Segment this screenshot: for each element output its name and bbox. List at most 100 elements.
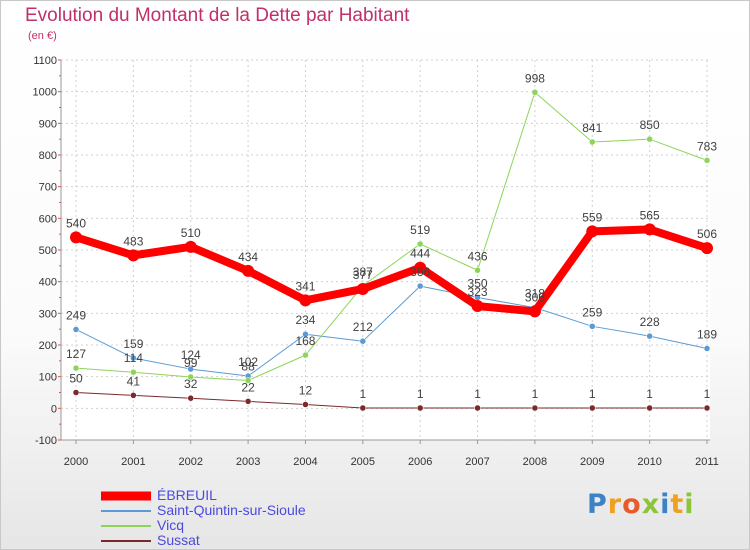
- logo-letter: o: [622, 489, 642, 520]
- x-tick-label: 2011: [695, 456, 719, 468]
- data-point: [589, 323, 596, 330]
- logo-letter: x: [641, 489, 661, 520]
- y-tick-label: 900: [39, 118, 57, 130]
- data-label: 519: [410, 223, 430, 237]
- data-point: [414, 261, 427, 274]
- data-point: [187, 365, 194, 373]
- data-label: 483: [123, 234, 143, 248]
- data-label: 32: [184, 377, 198, 391]
- y-tick-label: 400: [39, 277, 57, 289]
- data-point: [528, 305, 541, 318]
- data-point: [184, 240, 197, 253]
- data-label: 1: [532, 387, 539, 401]
- data-point: [531, 89, 539, 96]
- logo-letter: t: [670, 489, 685, 520]
- y-tick-label: 800: [39, 150, 57, 162]
- series-sussat: [72, 389, 711, 412]
- data-label: 510: [181, 226, 201, 240]
- data-label: 1: [474, 387, 481, 401]
- data-point: [130, 392, 137, 399]
- data-point: [244, 377, 252, 384]
- data-point: [474, 404, 481, 412]
- data-label: 434: [238, 250, 258, 264]
- data-point: [531, 404, 539, 412]
- legend-label: Sussat: [157, 532, 200, 548]
- data-point: [474, 267, 481, 274]
- data-point: [703, 404, 711, 412]
- data-label: 559: [582, 210, 602, 224]
- data-point: [416, 404, 424, 412]
- x-tick-label: 2010: [637, 456, 661, 468]
- data-label: 12: [299, 384, 313, 398]
- logo-letter: P: [587, 489, 608, 520]
- legend: ÉBREUIL Saint-Quintin-sur-Sioule Vicq Sussa…: [101, 488, 361, 548]
- data-label: 50: [69, 372, 83, 386]
- data-point: [416, 282, 424, 290]
- chart-subtitle: (en €): [28, 30, 57, 42]
- data-point: [643, 223, 656, 236]
- y-tick-label: 600: [39, 213, 57, 225]
- legend-swatch: [101, 509, 151, 512]
- data-label: 540: [66, 216, 86, 230]
- data-label: 841: [582, 121, 602, 135]
- data-label: 124: [181, 348, 201, 362]
- data-label: 377: [353, 268, 373, 282]
- data-point: [242, 264, 255, 277]
- data-label: 189: [697, 327, 717, 341]
- data-label: 1: [359, 387, 366, 401]
- x-tick-label: 2005: [351, 456, 375, 468]
- data-label: 1: [646, 387, 653, 401]
- data-point: [302, 330, 309, 338]
- data-label: 41: [127, 374, 141, 388]
- data-label: 350: [468, 277, 488, 291]
- series-line: [75, 285, 708, 377]
- data-point: [646, 332, 653, 340]
- data-label: 306: [525, 290, 545, 304]
- data-point: [130, 354, 137, 362]
- data-label: 998: [525, 71, 545, 85]
- series-line: [72, 225, 711, 316]
- x-tick-label: 2001: [121, 456, 145, 468]
- legend-label: Vicq: [157, 517, 184, 533]
- data-label: 386: [410, 265, 430, 279]
- y-tick-label: 200: [39, 340, 57, 352]
- y-tick-label: 1000: [33, 87, 57, 99]
- data-point: [701, 242, 713, 255]
- series-line: [75, 91, 708, 381]
- data-label: 1: [417, 387, 424, 401]
- data-label: 850: [640, 118, 660, 132]
- data-point: [359, 404, 367, 412]
- data-point: [72, 364, 80, 372]
- data-point: [244, 398, 252, 405]
- data-label: 318: [525, 287, 545, 301]
- y-tick-label: 300: [39, 308, 57, 320]
- y-tick-label: 1100: [33, 55, 57, 67]
- data-label: 212: [353, 320, 373, 334]
- x-tick-label: 2006: [408, 456, 432, 468]
- data-point: [72, 389, 80, 396]
- data-point: [703, 345, 711, 352]
- x-tick-label: 2003: [236, 456, 260, 468]
- series--breuil: [70, 223, 713, 318]
- y-tick-label: 100: [39, 372, 57, 384]
- x-tick-label: 2000: [64, 456, 88, 468]
- data-point: [589, 404, 596, 412]
- data-label: 88: [241, 359, 255, 373]
- chart-title: Evolution du Montant de la Dette par Hab…: [25, 5, 410, 26]
- data-point: [359, 337, 367, 345]
- legend-swatch: [101, 491, 151, 500]
- logo-letter: i: [660, 489, 671, 520]
- data-label: 444: [410, 247, 430, 261]
- data-label: 1: [589, 387, 596, 401]
- y-tick-label: 0: [51, 403, 57, 415]
- legend-item: Saint-Quintin-sur-Sioule: [101, 503, 361, 518]
- y-tick-label: -100: [35, 435, 57, 447]
- data-point: [187, 394, 194, 402]
- data-point: [646, 404, 653, 412]
- data-label: 168: [295, 334, 315, 348]
- data-point: [130, 368, 137, 376]
- legend-label: ÉBREUIL: [157, 487, 217, 503]
- data-label: 1: [704, 387, 711, 401]
- data-point: [589, 138, 596, 146]
